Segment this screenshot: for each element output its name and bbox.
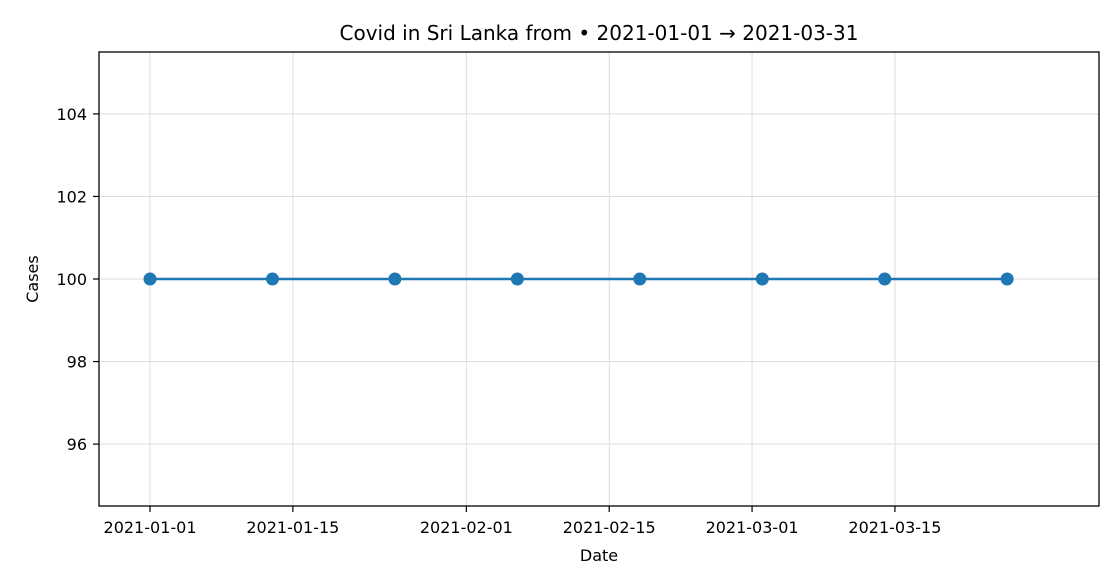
x-axis: 2021-01-01 2021-01-15 2021-02-01 2021-02-15… — [104, 506, 941, 537]
x-tick-label: 2021-03-01 — [706, 518, 799, 537]
x-tick-label: 2021-02-01 — [420, 518, 513, 537]
x-tick-label: 2021-03-15 — [848, 518, 941, 537]
y-axis: 96 98 100 102 104 — [56, 105, 99, 454]
data-point — [1000, 272, 1014, 286]
y-tick-label: 104 — [56, 105, 87, 124]
data-point — [633, 272, 647, 286]
y-tick-label: 102 — [56, 187, 87, 206]
series-layer — [143, 272, 1014, 286]
y-tick-label: 96 — [67, 435, 87, 454]
data-point — [878, 272, 892, 286]
x-axis-label: Date — [580, 546, 618, 565]
chart-title: Covid in Sri Lanka from • 2021-01-01 → 2… — [340, 21, 859, 45]
data-point — [510, 272, 524, 286]
y-axis-label: Cases — [23, 255, 42, 303]
data-point — [143, 272, 157, 286]
x-tick-label: 2021-01-15 — [246, 518, 339, 537]
y-tick-label: 100 — [56, 270, 87, 289]
data-point — [755, 272, 769, 286]
x-tick-label: 2021-01-01 — [104, 518, 197, 537]
data-point — [388, 272, 402, 286]
y-tick-label: 98 — [67, 353, 87, 372]
data-point — [265, 272, 279, 286]
x-tick-label: 2021-02-15 — [563, 518, 656, 537]
